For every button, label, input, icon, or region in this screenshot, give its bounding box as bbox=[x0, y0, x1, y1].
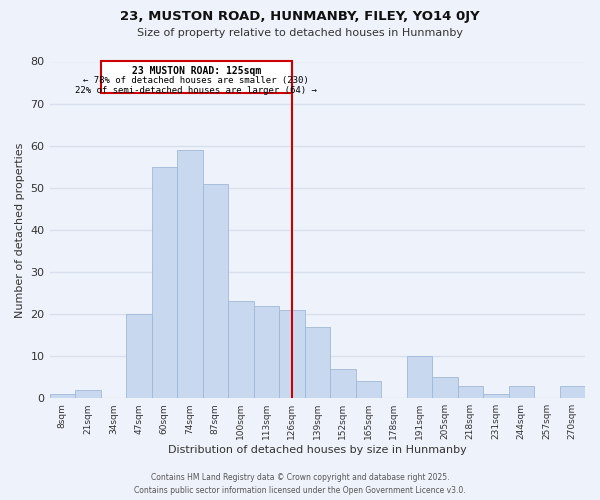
Y-axis label: Number of detached properties: Number of detached properties bbox=[15, 142, 25, 318]
Text: Contains HM Land Registry data © Crown copyright and database right 2025.
Contai: Contains HM Land Registry data © Crown c… bbox=[134, 473, 466, 495]
Bar bbox=[356, 382, 381, 398]
Bar bbox=[254, 306, 279, 398]
FancyBboxPatch shape bbox=[101, 62, 292, 93]
Bar bbox=[126, 314, 152, 398]
Bar bbox=[560, 386, 585, 398]
X-axis label: Distribution of detached houses by size in Hunmanby: Distribution of detached houses by size … bbox=[168, 445, 467, 455]
Bar bbox=[177, 150, 203, 398]
Bar bbox=[330, 368, 356, 398]
Text: 22% of semi-detached houses are larger (64) →: 22% of semi-detached houses are larger (… bbox=[75, 86, 317, 95]
Bar bbox=[50, 394, 75, 398]
Bar bbox=[483, 394, 509, 398]
Text: 23 MUSTON ROAD: 125sqm: 23 MUSTON ROAD: 125sqm bbox=[131, 66, 261, 76]
Bar bbox=[203, 184, 228, 398]
Bar bbox=[75, 390, 101, 398]
Text: 23, MUSTON ROAD, HUNMANBY, FILEY, YO14 0JY: 23, MUSTON ROAD, HUNMANBY, FILEY, YO14 0… bbox=[120, 10, 480, 23]
Text: Size of property relative to detached houses in Hunmanby: Size of property relative to detached ho… bbox=[137, 28, 463, 38]
Bar bbox=[432, 377, 458, 398]
Text: ← 78% of detached houses are smaller (230): ← 78% of detached houses are smaller (23… bbox=[83, 76, 309, 85]
Bar bbox=[407, 356, 432, 398]
Bar bbox=[279, 310, 305, 398]
Bar bbox=[152, 166, 177, 398]
Bar bbox=[458, 386, 483, 398]
Bar bbox=[305, 326, 330, 398]
Bar bbox=[228, 302, 254, 398]
Bar bbox=[509, 386, 534, 398]
